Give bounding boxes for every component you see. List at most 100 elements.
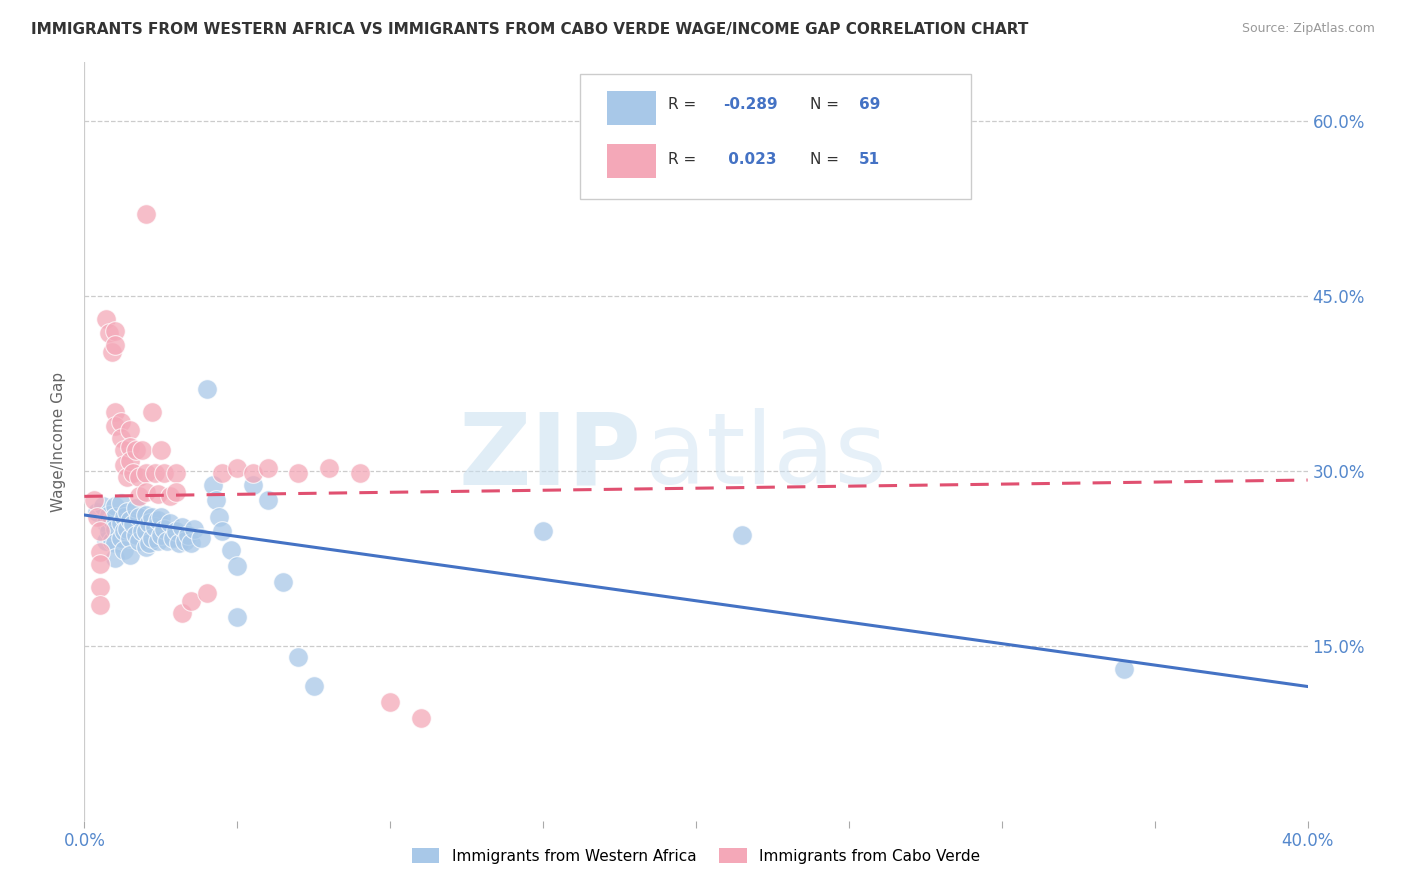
Point	[138, 516, 160, 531]
Point	[146, 513, 169, 527]
Point	[112, 543, 135, 558]
Point	[104, 522, 127, 536]
Point	[287, 466, 309, 480]
Point	[380, 695, 402, 709]
Text: ZIP: ZIP	[458, 409, 641, 505]
Point	[110, 532, 132, 546]
Point	[91, 499, 114, 513]
FancyBboxPatch shape	[579, 74, 972, 199]
Point	[226, 609, 249, 624]
Text: atlas: atlas	[644, 409, 886, 505]
Point	[159, 489, 181, 503]
Point	[135, 484, 157, 499]
Point	[94, 312, 117, 326]
Point	[110, 415, 132, 429]
Point	[141, 405, 163, 419]
Point	[89, 557, 111, 571]
Point	[177, 528, 200, 542]
Point	[112, 442, 135, 457]
Point	[149, 442, 172, 457]
Point	[128, 469, 150, 483]
Point	[208, 510, 231, 524]
Point	[97, 508, 120, 522]
Point	[409, 711, 432, 725]
Point	[165, 466, 187, 480]
Point	[211, 524, 233, 539]
Point	[195, 586, 218, 600]
Point	[180, 536, 202, 550]
Point	[153, 466, 176, 480]
Point	[149, 528, 172, 542]
Point	[94, 533, 117, 548]
Point	[104, 536, 127, 550]
Point	[242, 477, 264, 491]
Point	[104, 419, 127, 434]
Point	[349, 466, 371, 480]
Point	[122, 517, 145, 532]
Point	[122, 466, 145, 480]
Point	[242, 466, 264, 480]
Point	[143, 519, 166, 533]
Point	[257, 492, 280, 507]
Text: R =: R =	[668, 96, 702, 112]
Point	[156, 533, 179, 548]
Point	[302, 680, 325, 694]
Y-axis label: Wage/Income Gap: Wage/Income Gap	[51, 371, 66, 512]
Point	[135, 524, 157, 539]
Point	[287, 650, 309, 665]
Point	[104, 337, 127, 351]
Text: N =: N =	[810, 96, 844, 112]
Point	[172, 606, 194, 620]
Point	[104, 324, 127, 338]
Point	[138, 536, 160, 550]
FancyBboxPatch shape	[606, 145, 655, 178]
Point	[104, 405, 127, 419]
Point	[731, 528, 754, 542]
Point	[146, 533, 169, 548]
Point	[112, 458, 135, 472]
Point	[174, 533, 197, 548]
Point	[531, 524, 554, 539]
Point	[135, 540, 157, 554]
Point	[120, 532, 142, 546]
Point	[159, 516, 181, 531]
Point	[153, 522, 176, 536]
Point	[112, 524, 135, 539]
Point	[1114, 662, 1136, 676]
Point	[271, 574, 294, 589]
Point	[135, 508, 157, 522]
Point	[226, 559, 249, 574]
Point	[167, 536, 190, 550]
Text: 69: 69	[859, 96, 880, 112]
Point	[120, 441, 142, 455]
Point	[86, 510, 108, 524]
Point	[226, 461, 249, 475]
Point	[94, 516, 117, 531]
Point	[257, 461, 280, 475]
Point	[104, 499, 127, 513]
Point	[104, 510, 127, 524]
Point	[101, 344, 124, 359]
Point	[120, 513, 142, 527]
Point	[172, 519, 194, 533]
Point	[318, 461, 340, 475]
Point	[125, 501, 148, 516]
Point	[149, 510, 172, 524]
Point	[120, 423, 142, 437]
Point	[128, 533, 150, 548]
Point	[120, 548, 142, 562]
Text: Source: ZipAtlas.com: Source: ZipAtlas.com	[1241, 22, 1375, 36]
Point	[110, 431, 132, 445]
Point	[115, 504, 138, 518]
Point	[83, 492, 105, 507]
FancyBboxPatch shape	[606, 91, 655, 126]
Point	[110, 496, 132, 510]
Point	[141, 532, 163, 546]
Point	[146, 487, 169, 501]
Text: IMMIGRANTS FROM WESTERN AFRICA VS IMMIGRANTS FROM CABO VERDE WAGE/INCOME GAP COR: IMMIGRANTS FROM WESTERN AFRICA VS IMMIGR…	[31, 22, 1028, 37]
Point	[97, 524, 120, 539]
Point	[89, 598, 111, 612]
Point	[89, 580, 111, 594]
Point	[205, 492, 228, 507]
Text: 0.023: 0.023	[723, 152, 776, 167]
